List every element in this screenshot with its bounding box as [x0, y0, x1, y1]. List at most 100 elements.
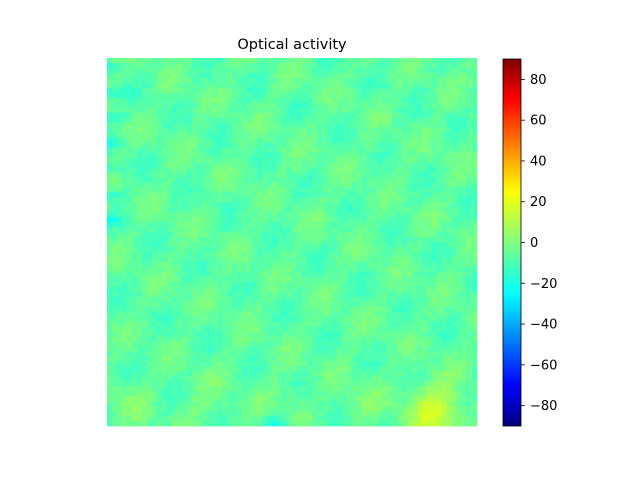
- heatmap-cell: [442, 331, 448, 337]
- heatmap-cell: [192, 261, 198, 268]
- heatmap-cell: [287, 72, 293, 79]
- heatmap-cell: [462, 316, 468, 322]
- heatmap-cell: [217, 87, 223, 94]
- heatmap-cell: [217, 341, 223, 347]
- heatmap-cell: [232, 336, 238, 342]
- heatmap-cell: [147, 107, 153, 114]
- heatmap-cell: [232, 172, 238, 178]
- heatmap-cell: [407, 107, 413, 114]
- heatmap-cell: [452, 187, 458, 193]
- heatmap-cell: [167, 142, 173, 148]
- heatmap-cell: [307, 187, 313, 193]
- heatmap-cell: [177, 256, 183, 263]
- heatmap-cell: [447, 256, 453, 263]
- heatmap-cell: [207, 167, 213, 173]
- heatmap-cell: [117, 281, 123, 288]
- heatmap-cell: [127, 361, 133, 367]
- heatmap-cell: [367, 92, 373, 99]
- heatmap-cell: [302, 62, 308, 69]
- heatmap-cell: [157, 92, 163, 99]
- heatmap-cell: [382, 266, 388, 273]
- heatmap-cell: [137, 112, 143, 119]
- heatmap-cell: [402, 261, 408, 268]
- heatmap-cell: [182, 147, 188, 153]
- heatmap-cell: [367, 207, 373, 213]
- heatmap-cell: [137, 276, 143, 283]
- heatmap-cell: [452, 341, 458, 347]
- heatmap-cell: [257, 246, 263, 253]
- heatmap-cell: [272, 172, 278, 178]
- heatmap-cell: [332, 266, 338, 273]
- heatmap-cell: [407, 122, 413, 129]
- heatmap-cell: [147, 142, 153, 148]
- heatmap-cell: [432, 77, 438, 84]
- heatmap-cell: [397, 202, 403, 208]
- heatmap-cell: [317, 222, 323, 228]
- heatmap-cell: [467, 217, 473, 223]
- heatmap-cell: [152, 316, 158, 322]
- heatmap-cell: [467, 192, 473, 198]
- heatmap-cell: [212, 246, 218, 253]
- heatmap-cell: [307, 142, 313, 148]
- heatmap-cell: [312, 232, 318, 238]
- heatmap-cell: [382, 212, 388, 218]
- heatmap-cell: [337, 251, 343, 258]
- heatmap-cell: [117, 112, 123, 119]
- heatmap-cell: [207, 77, 213, 84]
- heatmap-cell: [192, 301, 198, 308]
- heatmap-cell: [342, 72, 348, 79]
- heatmap-cell: [147, 376, 153, 382]
- heatmap-cell: [272, 182, 278, 188]
- heatmap-cell: [262, 356, 268, 362]
- heatmap-cell: [207, 152, 213, 158]
- heatmap-cell: [447, 82, 453, 89]
- heatmap-cell: [302, 187, 308, 193]
- heatmap-cell: [177, 162, 183, 168]
- heatmap-cell: [182, 207, 188, 213]
- heatmap-cell: [132, 177, 138, 183]
- heatmap-cell: [197, 147, 203, 153]
- heatmap-cell: [187, 212, 193, 218]
- heatmap-cell: [137, 281, 143, 288]
- heatmap-cell: [262, 251, 268, 258]
- heatmap-cell: [262, 212, 268, 218]
- heatmap-cell: [372, 341, 378, 347]
- heatmap-cell: [297, 331, 303, 337]
- heatmap-cell: [392, 132, 398, 138]
- heatmap-cell: [432, 187, 438, 193]
- heatmap-cell: [427, 192, 433, 198]
- heatmap-cell: [377, 321, 383, 327]
- heatmap-cell: [287, 341, 293, 347]
- heatmap-cell: [397, 132, 403, 138]
- heatmap-cell: [132, 286, 138, 293]
- heatmap-cell: [292, 112, 298, 119]
- heatmap-cell: [377, 157, 383, 163]
- heatmap-cell: [452, 296, 458, 303]
- heatmap-cell: [357, 142, 363, 148]
- heatmap-cell: [242, 72, 248, 79]
- heatmap-cell: [367, 232, 373, 238]
- heatmap-cell: [172, 62, 178, 69]
- heatmap-cell: [237, 311, 243, 317]
- heatmap-cell: [107, 356, 113, 362]
- heatmap-cell: [237, 202, 243, 208]
- heatmap-cell: [337, 371, 343, 377]
- heatmap-cell: [162, 142, 168, 148]
- heatmap-cell: [307, 107, 313, 114]
- heatmap-cell: [447, 217, 453, 223]
- heatmap-cell: [267, 386, 273, 392]
- heatmap-cell: [267, 391, 273, 397]
- heatmap-cell: [397, 97, 403, 104]
- heatmap-cell: [402, 107, 408, 114]
- heatmap-cell: [437, 182, 443, 188]
- heatmap-cell: [232, 296, 238, 303]
- heatmap-cell: [132, 391, 138, 397]
- heatmap-cell: [157, 331, 163, 337]
- heatmap-cell: [177, 72, 183, 79]
- heatmap-cell: [252, 246, 258, 253]
- heatmap-cell: [412, 251, 418, 258]
- heatmap-cell: [267, 147, 273, 153]
- heatmap-cell: [367, 346, 373, 352]
- heatmap-cell: [442, 356, 448, 362]
- heatmap-cell: [197, 381, 203, 387]
